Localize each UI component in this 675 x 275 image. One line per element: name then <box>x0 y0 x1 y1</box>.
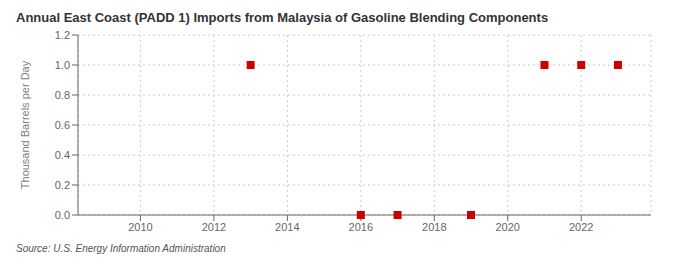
svg-text:2018: 2018 <box>422 221 446 233</box>
svg-text:0.4: 0.4 <box>55 149 70 161</box>
svg-text:2010: 2010 <box>128 221 152 233</box>
svg-text:0.6: 0.6 <box>55 119 70 131</box>
svg-text:2022: 2022 <box>569 221 593 233</box>
html-text:Source: U.S. Energy Informatio: Source: U.S. Energy Information Administ… <box>16 243 226 254</box>
svg-text:2012: 2012 <box>202 221 226 233</box>
svg-text:2020: 2020 <box>496 221 520 233</box>
svg-text:0.8: 0.8 <box>55 89 70 101</box>
svg-text:0.2: 0.2 <box>55 179 70 191</box>
svg-text:1.2: 1.2 <box>55 29 70 41</box>
svg-text:1.0: 1.0 <box>55 59 70 71</box>
html-text:Annual East Coast (PADD 1) Imp: Annual East Coast (PADD 1) Imports from … <box>16 10 549 25</box>
svg-text:2014: 2014 <box>275 221 299 233</box>
svg-text:0.0: 0.0 <box>55 209 70 221</box>
svg-text:2016: 2016 <box>349 221 373 233</box>
svg-text:Thousand Barrels per Day: Thousand Barrels per Day <box>19 60 31 189</box>
